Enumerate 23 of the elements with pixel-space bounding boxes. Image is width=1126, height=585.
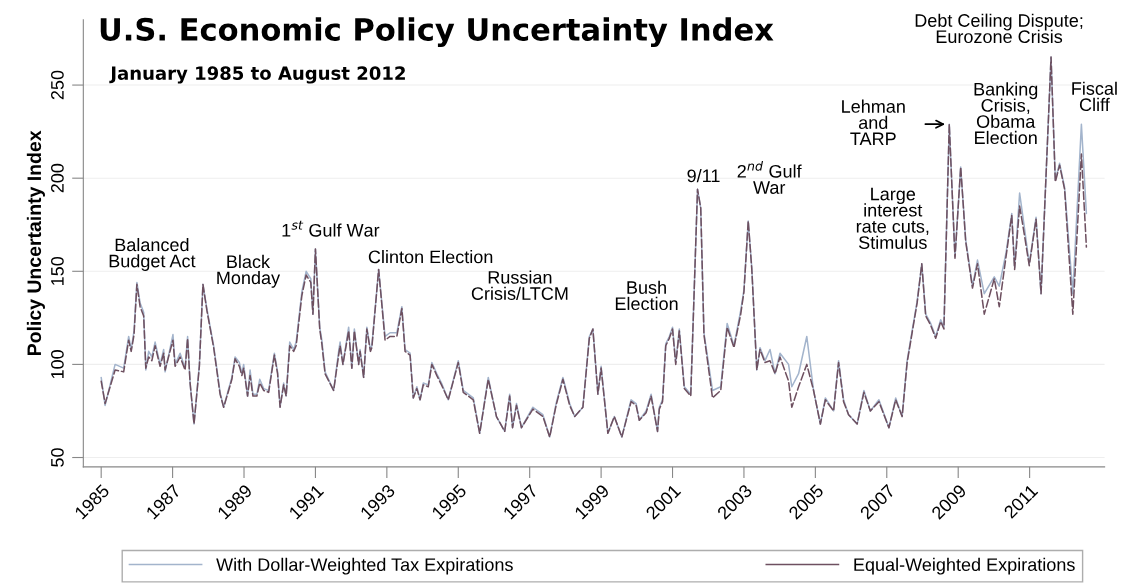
annotation: 2$^{nd}$ Gulf War bbox=[737, 160, 802, 194]
chart-title: U.S. Economic Policy Uncertainty Index bbox=[100, 17, 774, 48]
annotation: Debt Ceiling Dispute; Eurozone Crisis bbox=[915, 13, 1083, 44]
annotation: Large interest rate cuts, Stimulus bbox=[856, 187, 929, 249]
annotation: Clinton Election bbox=[368, 250, 493, 264]
y-tick-label: 50 bbox=[51, 448, 64, 467]
y-tick-label: 200 bbox=[51, 163, 64, 193]
annotation: Bush Election bbox=[615, 280, 678, 311]
y-tick-label: 100 bbox=[51, 350, 64, 379]
annotation: 9/11 bbox=[687, 168, 720, 183]
legend-label: Equal-Weighted Expirations bbox=[854, 557, 1075, 575]
annotation: Balanced Budget Act bbox=[109, 237, 196, 271]
legend-label: With Dollar-Weighted Tax Expirations bbox=[216, 557, 513, 575]
annotation: Black Monday bbox=[217, 254, 281, 288]
annotation: Fiscal Cliff bbox=[1072, 81, 1117, 112]
text: January 1985 to August 2012 bbox=[109, 66, 405, 84]
y-axis-title: Policy Uncertainty Index bbox=[26, 130, 45, 355]
annotation: Russian Crisis/LTCM bbox=[471, 270, 568, 300]
y-tick-label: 250 bbox=[51, 70, 64, 100]
annotation: Lehman and TARP bbox=[842, 99, 905, 146]
y-tick-label: 150 bbox=[51, 256, 64, 285]
annotation: Banking Crisis, Obama Election bbox=[974, 82, 1038, 145]
annotation: 1$^{st}$ Gulf War bbox=[282, 220, 380, 237]
